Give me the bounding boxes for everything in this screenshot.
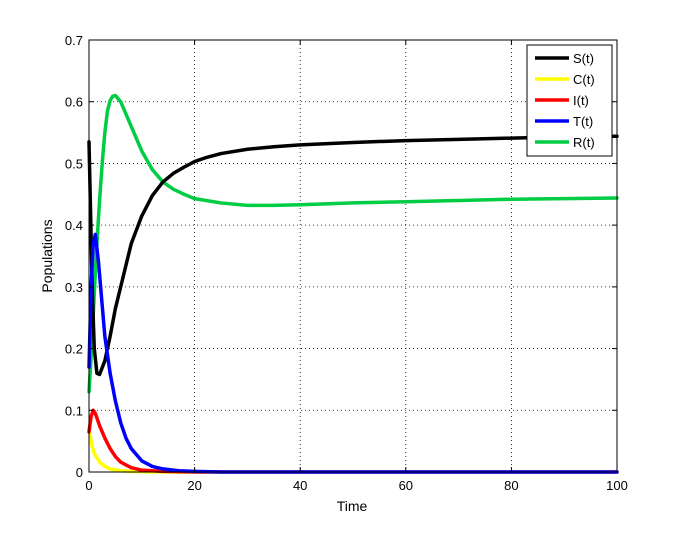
y-axis-label: Populations xyxy=(39,219,55,292)
x-tick-label: 20 xyxy=(187,478,201,493)
x-tick-label: 60 xyxy=(399,478,413,493)
series-line-it xyxy=(87,408,619,474)
series-line-rt xyxy=(87,93,619,394)
legend-label: T(t) xyxy=(573,114,593,129)
y-tick-label: 0.2 xyxy=(65,342,83,357)
series-line-st xyxy=(87,134,619,377)
y-tick-label: 0 xyxy=(76,465,83,480)
y-tick-label: 0.7 xyxy=(65,33,83,48)
series-line-tt xyxy=(87,232,619,474)
plot-frame xyxy=(88,39,618,473)
legend-label: S(t) xyxy=(573,51,594,66)
legend-label: C(t) xyxy=(573,72,595,87)
y-tick-label: 0.4 xyxy=(65,218,83,233)
y-tick-label: 0.3 xyxy=(65,280,83,295)
legend-label: I(t) xyxy=(573,93,589,108)
legend-label: R(t) xyxy=(573,135,595,150)
x-axis-label: Time xyxy=(337,498,368,514)
y-tick-label: 0.6 xyxy=(65,95,83,110)
axis-ticks: 0 20 40 60 80 100 0 0.1 0.2 0.3 0.4 0.5 0.6 0.7 xyxy=(65,33,628,493)
x-tick-label: 100 xyxy=(606,478,628,493)
x-tick-label: 0 xyxy=(85,478,92,493)
y-tick-label: 0.5 xyxy=(65,156,83,171)
x-tick-label: 80 xyxy=(504,478,518,493)
x-tick-label: 40 xyxy=(293,478,307,493)
series-layer xyxy=(87,93,619,474)
legend: S(t) C(t) I(t) T(t) R(t) xyxy=(526,44,613,157)
y-tick-label: 0.1 xyxy=(65,403,83,418)
